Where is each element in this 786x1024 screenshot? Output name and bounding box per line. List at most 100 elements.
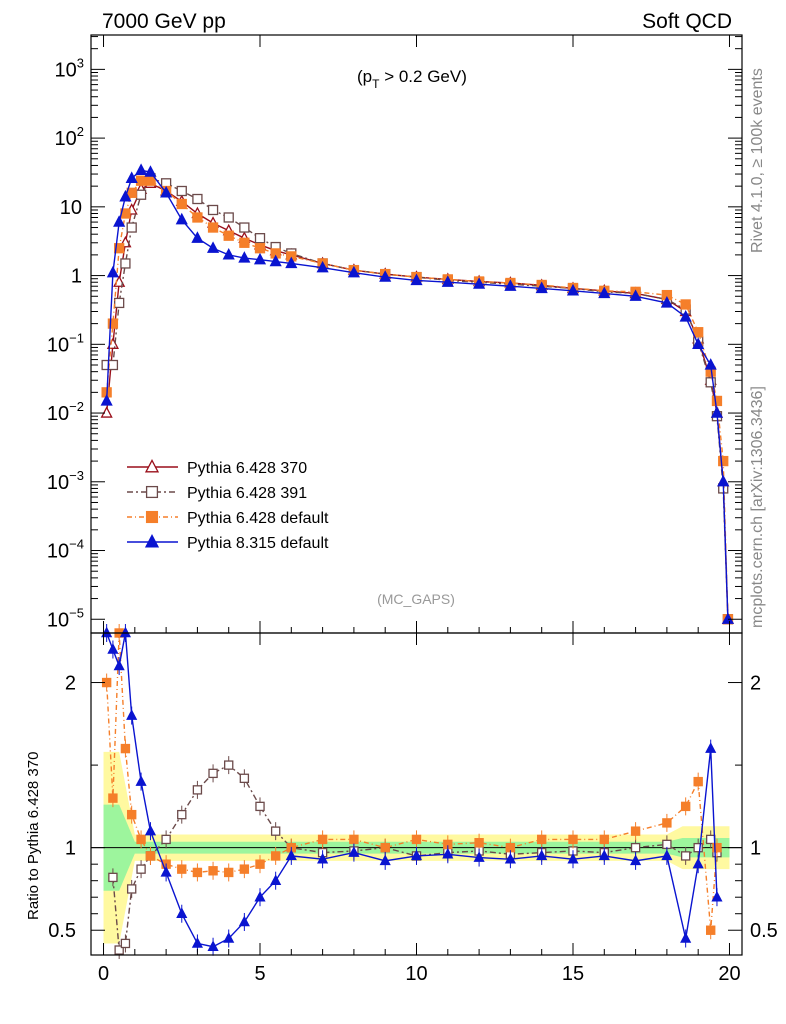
ratio-line [105,632,718,931]
ratio-point [120,938,131,949]
series-line [105,182,729,620]
y-tick-base: 10 [60,197,82,219]
data-point [223,212,234,223]
data-point [114,243,125,254]
ratio-point [238,915,250,927]
data-point [176,198,187,210]
ratio-ylabel: Ratio to Pythia 6.428 370 [25,752,42,920]
ratio-point [599,834,609,845]
ratio-point [598,849,610,861]
ratio-point [662,818,672,828]
data-point [144,165,157,177]
data-point [222,247,235,260]
ratio-point [108,872,118,883]
data-point [254,243,266,254]
ratio-point [680,851,691,861]
ratio-point [107,643,119,654]
ratio-point [380,842,390,853]
data-point [693,327,704,338]
ratio-point [223,932,235,943]
ratio-point [177,864,187,874]
data-point [191,231,204,243]
data-point [135,175,147,186]
y-tick-label: 1 [71,266,82,288]
ratio-series-2 [101,624,723,956]
x-tick-label: 15 [562,963,584,985]
data-point [100,394,113,406]
data-point [679,310,692,322]
data-point [113,215,126,227]
ratio-point [136,834,146,845]
data-point [504,279,517,291]
ratio-point [192,867,203,878]
legend-label: Pythia 8.315 default [187,535,329,552]
ratio-point [136,864,146,874]
y-tick-exp: −5 [69,605,84,620]
ratio-point [126,709,138,720]
y-tick-base: 10 [47,403,69,425]
data-point [135,163,148,175]
data-point [269,254,282,267]
ratio-y-tick-label-right: 1 [750,838,761,860]
y-tick-exp: −3 [69,468,84,483]
ratio-point [108,793,118,803]
legend-label: Pythia 6.428 370 [187,460,307,477]
y-tick-exp: −1 [69,330,84,345]
legend-marker [144,534,160,548]
ratio-point [126,884,137,894]
ratio-point [114,945,124,955]
ratio-y-tick-label-right: 2 [750,673,761,695]
x-tick-label: 0 [98,963,109,985]
data-point [192,193,203,205]
data-point [718,455,729,467]
ratio-point [379,854,391,866]
ratio-point [630,826,641,836]
ratio-y-tick-label: 1 [65,838,76,860]
ratio-point [191,937,203,948]
data-point [125,171,138,183]
data-point [711,395,723,407]
y-tick-label: 10−5 [47,605,84,631]
series-line [105,169,729,620]
ratio-point [126,809,137,820]
ratio-point [101,626,113,638]
data-point [106,265,119,278]
data-point [207,222,219,233]
series-3 [100,163,734,624]
ratio-point [705,742,717,753]
data-point [206,241,220,253]
data-point [692,337,705,349]
cut-annotation: (pT > 0.2 GeV) [357,67,467,91]
ratio-point [692,857,704,869]
ratio-point [270,874,282,885]
data-point [347,265,360,278]
ratio-y-tick-label: 0.5 [48,920,76,942]
y-tick-base: 10 [47,334,69,356]
y-tick-base: 10 [55,59,77,81]
x-tick-label: 20 [718,963,740,985]
y-tick-base: 1 [71,266,82,288]
ratio-point [568,834,578,845]
ratio-point [224,867,234,878]
ratio-point [536,849,548,861]
y-tick-exp: 3 [77,55,84,70]
ratio-point [207,940,219,951]
ratio-point [177,809,187,820]
legend-entry: Pythia 8.315 default [127,534,329,552]
data-point [160,185,173,198]
data-point [316,260,329,273]
legend-entry: Pythia 6.428 391 [127,485,307,502]
ratio-point [693,776,703,787]
data-point [135,189,147,200]
ratio-point [119,626,132,638]
y-tick-label: 10−2 [47,399,84,425]
data-point [100,406,113,418]
data-point [598,286,611,299]
ratio-point [536,834,547,845]
data-point [629,289,642,301]
data-point [176,185,187,197]
ratio-point [317,834,328,845]
data-point [238,251,251,263]
data-point [441,275,454,287]
analysis-tag: (MC_GAPS) [377,591,455,607]
